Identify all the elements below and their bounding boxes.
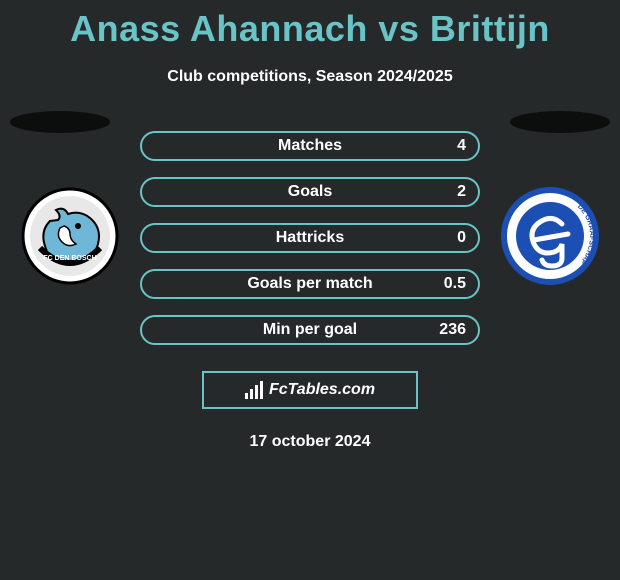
stats-list: Matches 4 Goals 2 Hattricks 0 Goals per … [140, 131, 480, 345]
stat-row-goals: Goals 2 [140, 177, 480, 207]
comparison-row: FC DEN BOSCH DE GRAAFSCHAP Matches [0, 131, 620, 341]
fc-den-bosch-icon: FC DEN BOSCH [20, 186, 120, 286]
svg-text:FC DEN BOSCH: FC DEN BOSCH [43, 255, 96, 262]
stat-row-matches: Matches 4 [140, 131, 480, 161]
stat-label: Goals per match [247, 275, 372, 293]
stat-label: Min per goal [263, 321, 357, 339]
bars-icon [245, 381, 263, 399]
brand-box[interactable]: FcTables.com [202, 371, 418, 409]
page-title: Anass Ahannach vs Brittijn [0, 0, 620, 50]
stat-label: Matches [278, 137, 342, 155]
subtitle: Club competitions, Season 2024/2025 [0, 68, 620, 86]
stat-value-right: 2 [457, 183, 466, 201]
shadow-left [10, 111, 110, 133]
club-logo-left: FC DEN BOSCH [20, 186, 120, 286]
de-graafschap-icon: DE GRAAFSCHAP [500, 186, 600, 286]
stat-value-right: 0 [457, 229, 466, 247]
date-text: 17 october 2024 [0, 433, 620, 451]
stat-label: Hattricks [276, 229, 344, 247]
stat-row-min-per-goal: Min per goal 236 [140, 315, 480, 345]
comparison-card: Anass Ahannach vs Brittijn Club competit… [0, 0, 620, 580]
shadow-right [510, 111, 610, 133]
stat-value-right: 236 [439, 321, 466, 339]
brand-text: FcTables.com [269, 381, 375, 399]
stat-value-right: 4 [457, 137, 466, 155]
stat-label: Goals [288, 183, 332, 201]
club-logo-right: DE GRAAFSCHAP [500, 186, 600, 286]
stat-value-right: 0.5 [444, 275, 466, 293]
stat-row-hattricks: Hattricks 0 [140, 223, 480, 253]
stat-row-goals-per-match: Goals per match 0.5 [140, 269, 480, 299]
